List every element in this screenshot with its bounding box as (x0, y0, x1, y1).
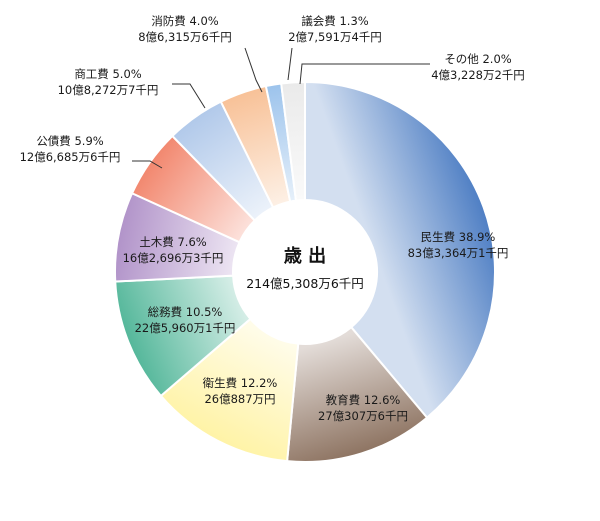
slice-amount-eisei: 26億887万円 (204, 392, 275, 406)
slice-amount-gikai: 2億7,591万4千円 (288, 30, 382, 44)
slice-amount-other: 4億3,228万2千円 (431, 68, 525, 82)
leader-lines (132, 47, 430, 169)
leader-line-gikai (287, 47, 293, 81)
slice-label-shobo: 消防費 4.0% (151, 14, 218, 28)
leader-line-shoko (172, 83, 206, 109)
center-total: 214億5,308万6千円 (246, 276, 364, 291)
slice-label-kosai: 公債費 5.9% (36, 134, 103, 148)
slice-amount-minsei: 83億3,364万1千円 (408, 246, 509, 260)
slice-label-other: その他 2.0% (444, 52, 511, 66)
slice-amount-kyoiku: 27億307万6千円 (318, 409, 408, 423)
leader-line-kosai (132, 160, 163, 169)
slice-minsei (304, 80, 496, 420)
slice-label-shoko: 商工費 5.0% (74, 67, 141, 81)
slice-amount-shoko: 10億8,272万7千円 (58, 83, 159, 97)
center-title: 歳 出 (284, 245, 326, 267)
slice-label-minsei: 民生費 38.9% (421, 230, 496, 244)
slice-label-somu: 総務費 10.5% (148, 305, 223, 319)
donut-slices (114, 80, 496, 463)
slice-label-gikai: 議会費 1.3% (301, 14, 368, 28)
slice-label-kyoiku: 教育費 12.6% (326, 393, 401, 407)
slice-label-eisei: 衛生費 12.2% (203, 376, 278, 390)
slice-label-doboku: 土木費 7.6% (139, 235, 206, 249)
leader-line-shobo (244, 47, 263, 93)
leader-line-other (299, 63, 430, 85)
slice-amount-shobo: 8億6,315万6千円 (138, 30, 232, 44)
slice-amount-doboku: 16億2,696万3千円 (123, 251, 224, 265)
slice-amount-kosai: 12億6,685万6千円 (20, 150, 121, 164)
slice-amount-somu: 22億5,960万1千円 (135, 321, 236, 335)
donut-hole (233, 200, 377, 344)
